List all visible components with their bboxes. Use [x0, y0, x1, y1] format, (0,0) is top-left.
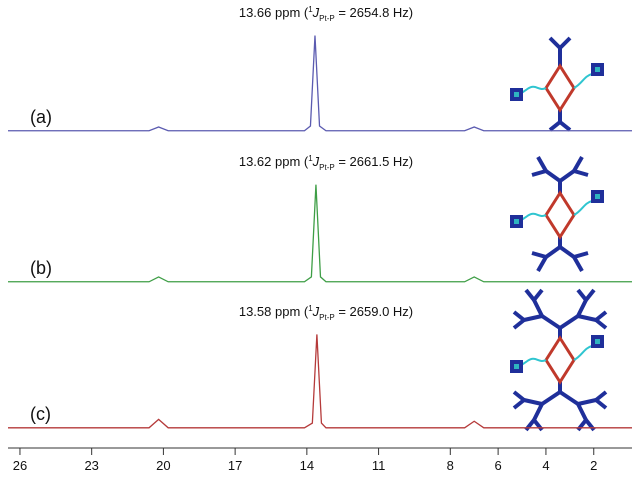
panel-label: (c)	[30, 404, 51, 424]
molecule-a	[510, 36, 604, 132]
annotation-sup: 1	[308, 5, 313, 14]
x-tick-label: 8	[447, 458, 454, 473]
annotation-rest: = 2659.0 Hz)	[335, 304, 413, 319]
spectrum-line	[8, 334, 632, 429]
x-tick-label: 20	[156, 458, 170, 473]
x-tick-label: 23	[84, 458, 98, 473]
annotation-sub: Pt-P	[319, 14, 335, 23]
panel-label: (b)	[30, 258, 52, 278]
x-tick-label: 2	[590, 458, 597, 473]
annotation-j: J	[312, 5, 320, 20]
panel-label: (a)	[30, 107, 52, 127]
peak-annotation: 13.66 ppm (1JPt-P = 2654.8 Hz)	[239, 5, 413, 23]
peak-annotation: 13.62 ppm (1JPt-P = 2661.5 Hz)	[239, 154, 413, 172]
annotation-rest: = 2661.5 Hz)	[335, 154, 413, 169]
annotation-sub: Pt-P	[319, 313, 335, 322]
spectrum-line	[8, 35, 632, 132]
annotation-sup: 1	[308, 154, 313, 163]
annotation-sub: Pt-P	[319, 163, 335, 172]
peak-annotation: 13.58 ppm (1JPt-P = 2659.0 Hz)	[239, 304, 413, 322]
spectrum-line	[8, 184, 632, 283]
x-tick-label: 11	[372, 458, 386, 473]
x-tick-label: 6	[494, 458, 501, 473]
molecule-b	[510, 156, 604, 272]
annotation-j: J	[312, 304, 320, 319]
annotation-main: 13.62 ppm (	[239, 154, 309, 169]
annotation-main: 13.66 ppm (	[239, 5, 309, 20]
x-tick-label: 14	[300, 458, 314, 473]
molecule-c	[510, 288, 608, 432]
annotation-rest: = 2654.8 Hz)	[335, 5, 413, 20]
x-tick-label: 4	[542, 458, 549, 473]
annotation-main: 13.58 ppm (	[239, 304, 309, 319]
annotation-sup: 1	[308, 304, 313, 313]
x-tick-label: 26	[13, 458, 27, 473]
x-tick-label: 17	[228, 458, 242, 473]
annotation-j: J	[312, 154, 320, 169]
